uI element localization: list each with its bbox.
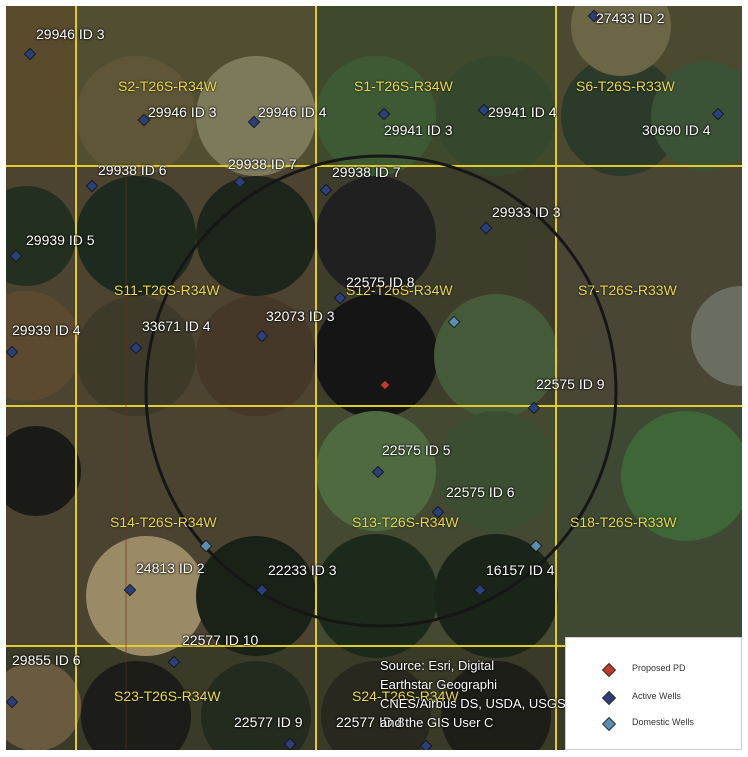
- active-well-marker[interactable]: [419, 739, 433, 750]
- map-legend: Proposed PD Active Wells Domestic Wells: [565, 637, 742, 750]
- domestic-well-marker[interactable]: [447, 315, 461, 329]
- active-well-marker[interactable]: [283, 737, 297, 750]
- active-well-marker[interactable]: [319, 183, 333, 197]
- active-well-marker[interactable]: [255, 329, 269, 343]
- legend-label: Proposed PD: [632, 663, 686, 673]
- domestic-well-marker[interactable]: [529, 539, 543, 553]
- active-well-marker[interactable]: [711, 107, 725, 121]
- active-well-marker[interactable]: [473, 583, 487, 597]
- domestic-well-marker[interactable]: [199, 539, 213, 553]
- active-well-marker[interactable]: [377, 107, 391, 121]
- active-well-marker[interactable]: [9, 249, 23, 263]
- legend-item-active-wells: Active Wells: [566, 688, 743, 708]
- active-well-marker[interactable]: [587, 9, 601, 23]
- active-well-marker[interactable]: [527, 401, 541, 415]
- active-well-marker[interactable]: [371, 465, 385, 479]
- legend-item-domestic-wells: Domestic Wells: [566, 714, 743, 734]
- active-well-marker[interactable]: [6, 345, 19, 359]
- pivot-fields: [6, 6, 742, 750]
- active-well-icon: [601, 690, 617, 706]
- active-well-marker[interactable]: [333, 291, 347, 305]
- active-well-marker[interactable]: [233, 175, 247, 189]
- domestic-well-icon: [601, 716, 617, 732]
- active-well-marker[interactable]: [431, 505, 445, 519]
- proposed-pd-icon: [601, 662, 617, 678]
- active-well-marker[interactable]: [137, 113, 151, 127]
- well-markers: [6, 9, 725, 750]
- active-well-marker[interactable]: [477, 103, 491, 117]
- active-well-marker[interactable]: [167, 655, 181, 669]
- active-well-marker[interactable]: [479, 221, 493, 235]
- legend-item-proposed-pd: Proposed PD: [566, 660, 743, 680]
- radius-circle: [144, 154, 618, 628]
- legend-label: Active Wells: [632, 691, 681, 701]
- proposed-pd-marker[interactable]: [380, 380, 390, 390]
- active-well-marker[interactable]: [129, 341, 143, 355]
- active-well-marker[interactable]: [23, 47, 37, 61]
- active-well-marker[interactable]: [247, 115, 261, 129]
- legend-label: Domestic Wells: [632, 717, 694, 727]
- active-well-marker[interactable]: [123, 583, 137, 597]
- active-well-marker[interactable]: [6, 695, 19, 709]
- active-well-marker[interactable]: [255, 583, 269, 597]
- active-well-marker[interactable]: [85, 179, 99, 193]
